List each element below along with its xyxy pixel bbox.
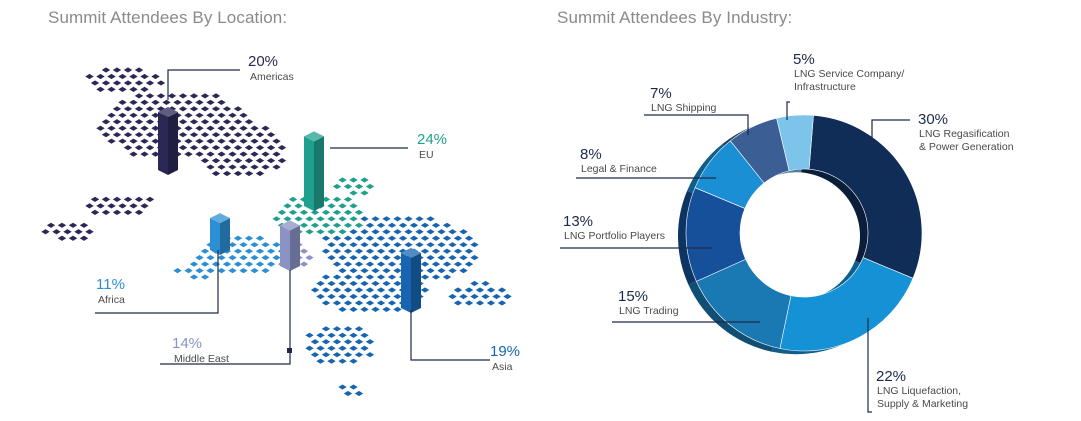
location-label-asia: 19%Asia [410, 310, 520, 373]
industry-pct-label: 22% [876, 368, 906, 385]
location-bar-africa [210, 213, 230, 255]
industry-name-label: LNG Trading [619, 305, 679, 317]
location-name-label: EU [419, 149, 434, 161]
industry-name-label: LNG Service Company/ [794, 68, 904, 80]
donut-depth [678, 118, 914, 355]
location-pct-label: 11% [96, 276, 125, 293]
location-label-africa: 11%Africa [95, 250, 219, 314]
industry-pct-label: 7% [650, 85, 672, 102]
location-name-label: Americas [250, 71, 294, 83]
location-chart-title: Summit Attendees By Location: [48, 8, 288, 27]
location-label-americas: 20%Americas [167, 53, 294, 100]
location-name-label: Asia [492, 361, 513, 373]
industry-label-6: 7%LNG Shipping [644, 85, 749, 135]
industry-name-label: Legal & Finance [581, 163, 657, 175]
industry-label-1: 30%LNG Regasification& Power Generation [871, 111, 1014, 153]
location-bar-asia [401, 247, 421, 313]
donut-slice-4 [685, 187, 747, 282]
industry-name-label: LNG Liquefaction, [877, 385, 961, 397]
donut-slice-5 [694, 140, 765, 209]
donut-slice-7 [776, 114, 814, 172]
industry-pct-label: 30% [918, 111, 948, 128]
industry-pct-label: 15% [618, 288, 648, 305]
location-pct-label: 14% [172, 335, 202, 352]
industry-label-7: 5%LNG Service Company/Infrastructure [786, 51, 904, 120]
industry-label-5: 8%Legal & Finance [576, 146, 716, 179]
industry-chart-title: Summit Attendees By Industry: [557, 8, 793, 27]
industry-name-label: LNG Regasification [919, 128, 1010, 140]
donut-slices [685, 114, 923, 352]
donut-slice-3 [695, 258, 792, 349]
industry-name-label: LNG Portfolio Players [564, 230, 665, 242]
donut-slice-2 [779, 257, 914, 352]
donut-slice-6 [729, 117, 790, 184]
location-bar-middle-east [280, 220, 300, 271]
map-dots [41, 67, 512, 397]
location-bar-americas [158, 107, 178, 175]
location-label-middle-east: 14%Middle East [160, 270, 291, 365]
industry-name-label: & Power Generation [919, 141, 1014, 153]
industry-label-3: 15%LNG Trading [612, 288, 760, 323]
industry-label-4: 13%LNG Portfolio Players [560, 213, 712, 249]
industry-pct-label: 8% [580, 146, 602, 163]
industry-name-label: Supply & Marketing [877, 398, 968, 410]
industry-name-label: Infrastructure [794, 81, 856, 93]
location-name-label: Middle East [174, 353, 229, 365]
industry-pct-label: 5% [793, 51, 815, 68]
location-pct-label: 19% [490, 343, 520, 360]
location-pct-label: 20% [248, 53, 278, 70]
location-pct-label: 24% [417, 131, 447, 148]
location-name-label: Africa [98, 294, 125, 306]
industry-pct-label: 13% [563, 213, 593, 230]
location-bar-eu [304, 131, 324, 211]
donut-slice-1 [808, 115, 923, 279]
leader-dot [287, 348, 292, 353]
industry-label-2: 22%LNG Liquefaction,Supply & Marketing [867, 318, 968, 413]
location-label-eu: 24%EU [330, 131, 447, 161]
industry-name-label: LNG Shipping [651, 102, 717, 114]
